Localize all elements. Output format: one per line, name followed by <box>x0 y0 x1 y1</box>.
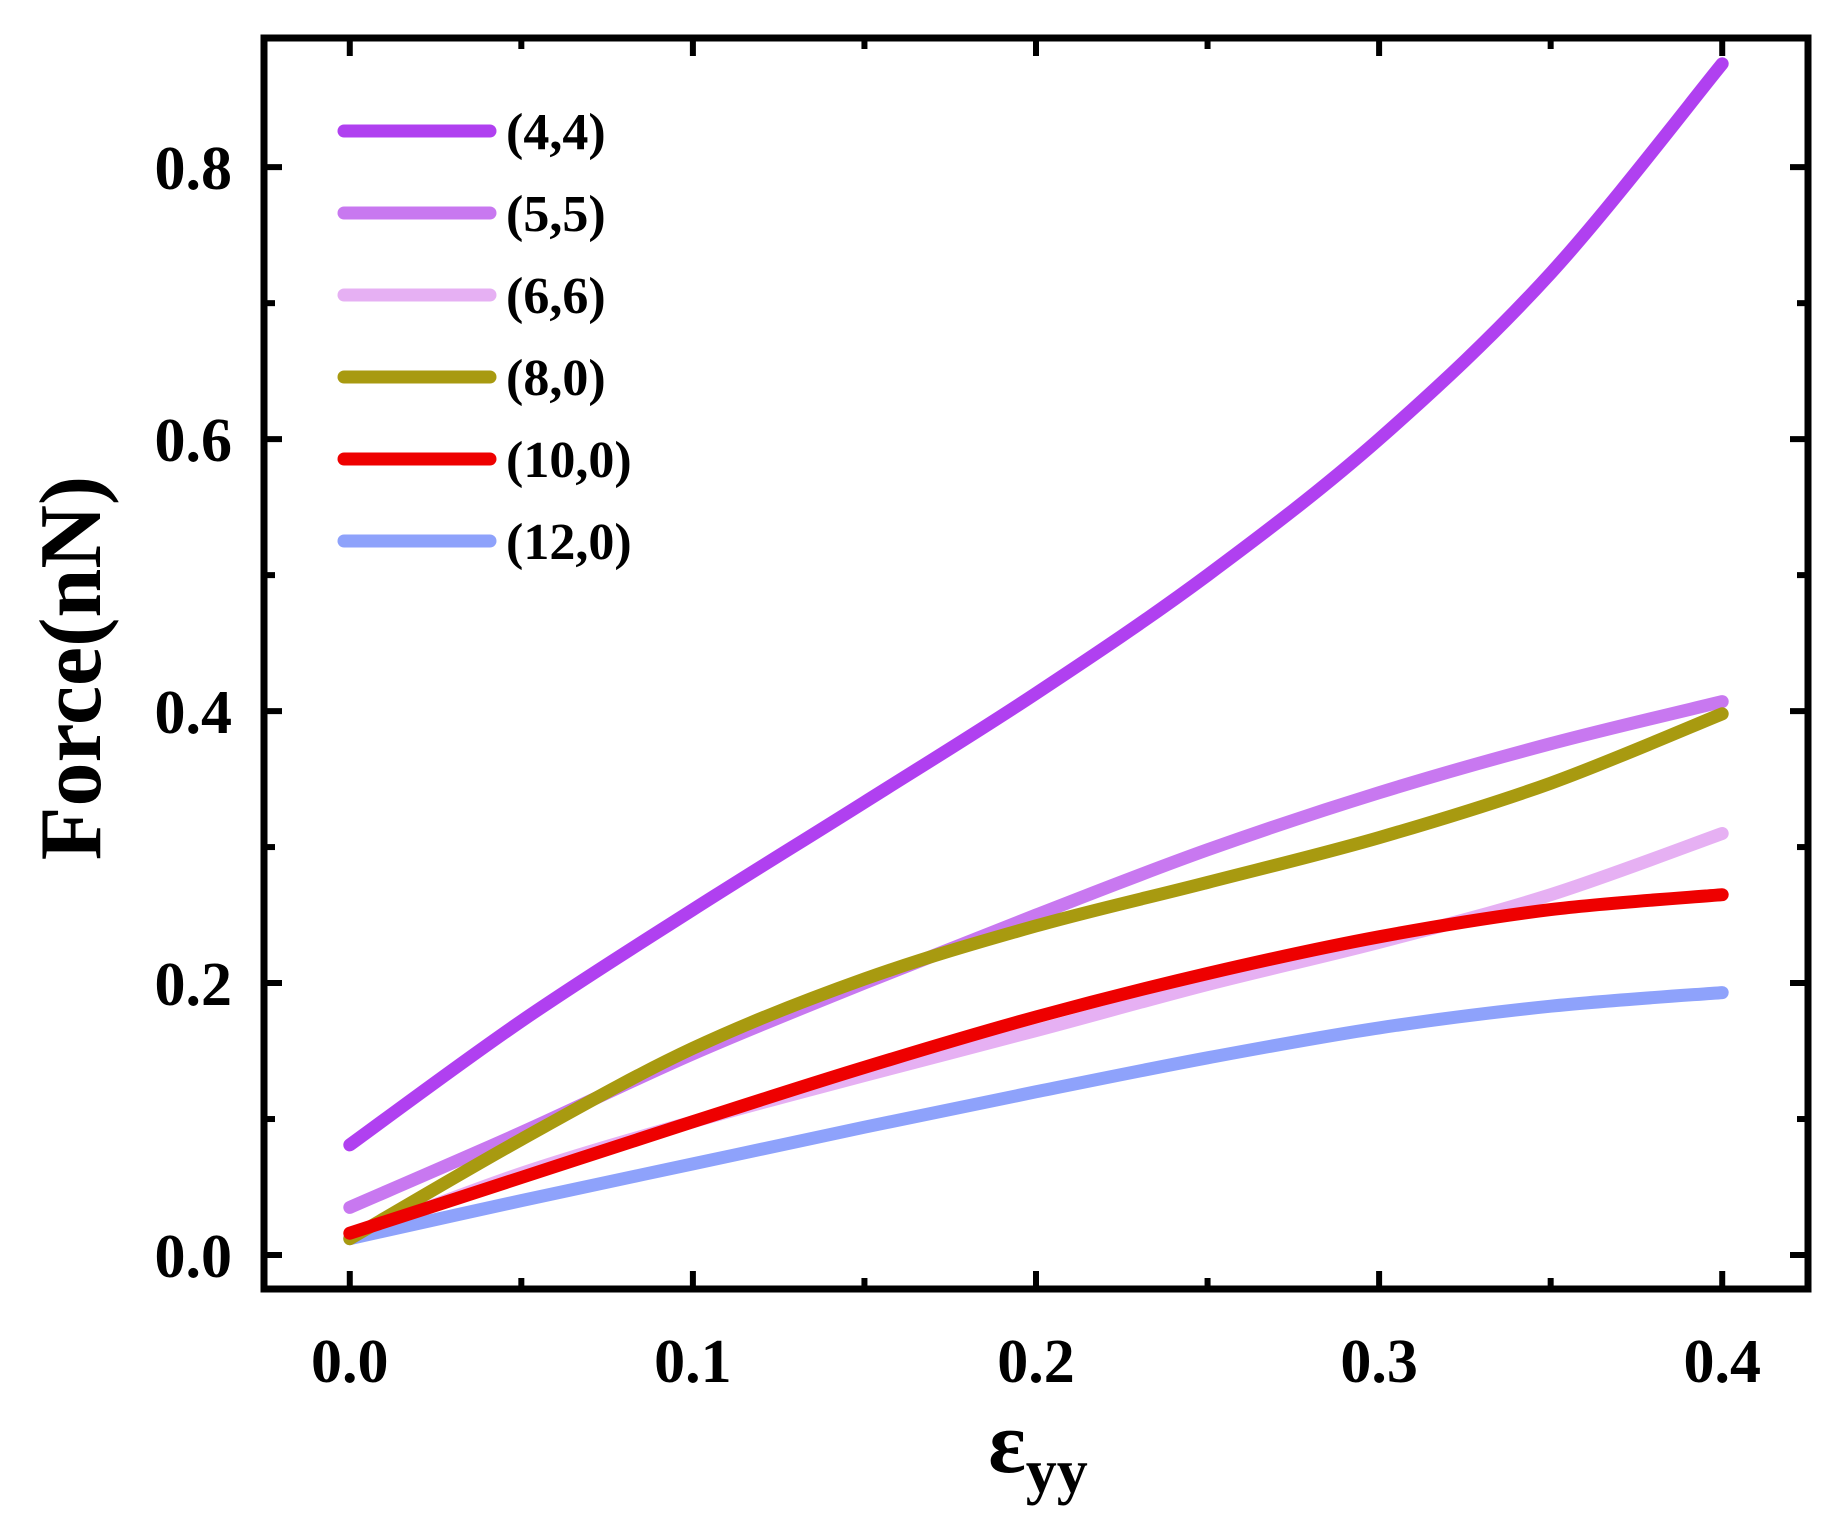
y-tick-label: 0.8 <box>155 135 233 203</box>
series-line-(4,4) <box>343 57 1729 1152</box>
x-tick-label: 0.4 <box>1683 1328 1761 1396</box>
legend-label: (12,0) <box>506 514 632 571</box>
x-axis-subscript: yy <box>1026 1438 1088 1506</box>
series-line-(12,0) <box>343 986 1729 1246</box>
axis-ticks <box>264 38 1808 1289</box>
y-tick-label: 0.0 <box>155 1223 233 1291</box>
y-axis-title: Force(nN) <box>23 476 120 860</box>
x-axis-symbol: ε <box>988 1395 1026 1492</box>
series-layer <box>343 57 1729 1246</box>
x-tick-label: 0.0 <box>311 1328 389 1396</box>
legend-label: (4,4) <box>506 104 606 161</box>
series-line-(5,5) <box>343 695 1729 1214</box>
legend: (4,4) (5,5) (6,6) (8,0) (10,0) (12,0) <box>337 104 632 571</box>
x-tick-label: 0.1 <box>654 1328 732 1396</box>
plot-frame <box>260 34 1812 1293</box>
y-tick-label: 0.2 <box>155 951 233 1019</box>
x-axis-title: εyy <box>988 1395 1088 1506</box>
y-tick-label: 0.6 <box>155 407 233 475</box>
series-line-(10,0) <box>343 888 1729 1240</box>
legend-label: (10,0) <box>506 432 632 489</box>
x-tick-label: 0.3 <box>1340 1328 1418 1396</box>
legend-label: (6,6) <box>506 268 606 325</box>
series-line-(6,6) <box>343 827 1729 1244</box>
tick-labels: 0.0 0.1 0.2 0.3 0.4 0.0 0.2 0.4 0.6 0.8 <box>155 135 1761 1396</box>
x-tick-label: 0.2 <box>997 1328 1075 1396</box>
series-line-(8,0) <box>343 707 1729 1246</box>
legend-label: (8,0) <box>506 350 606 407</box>
y-tick-label: 0.4 <box>155 679 233 747</box>
legend-label: (5,5) <box>506 186 606 243</box>
